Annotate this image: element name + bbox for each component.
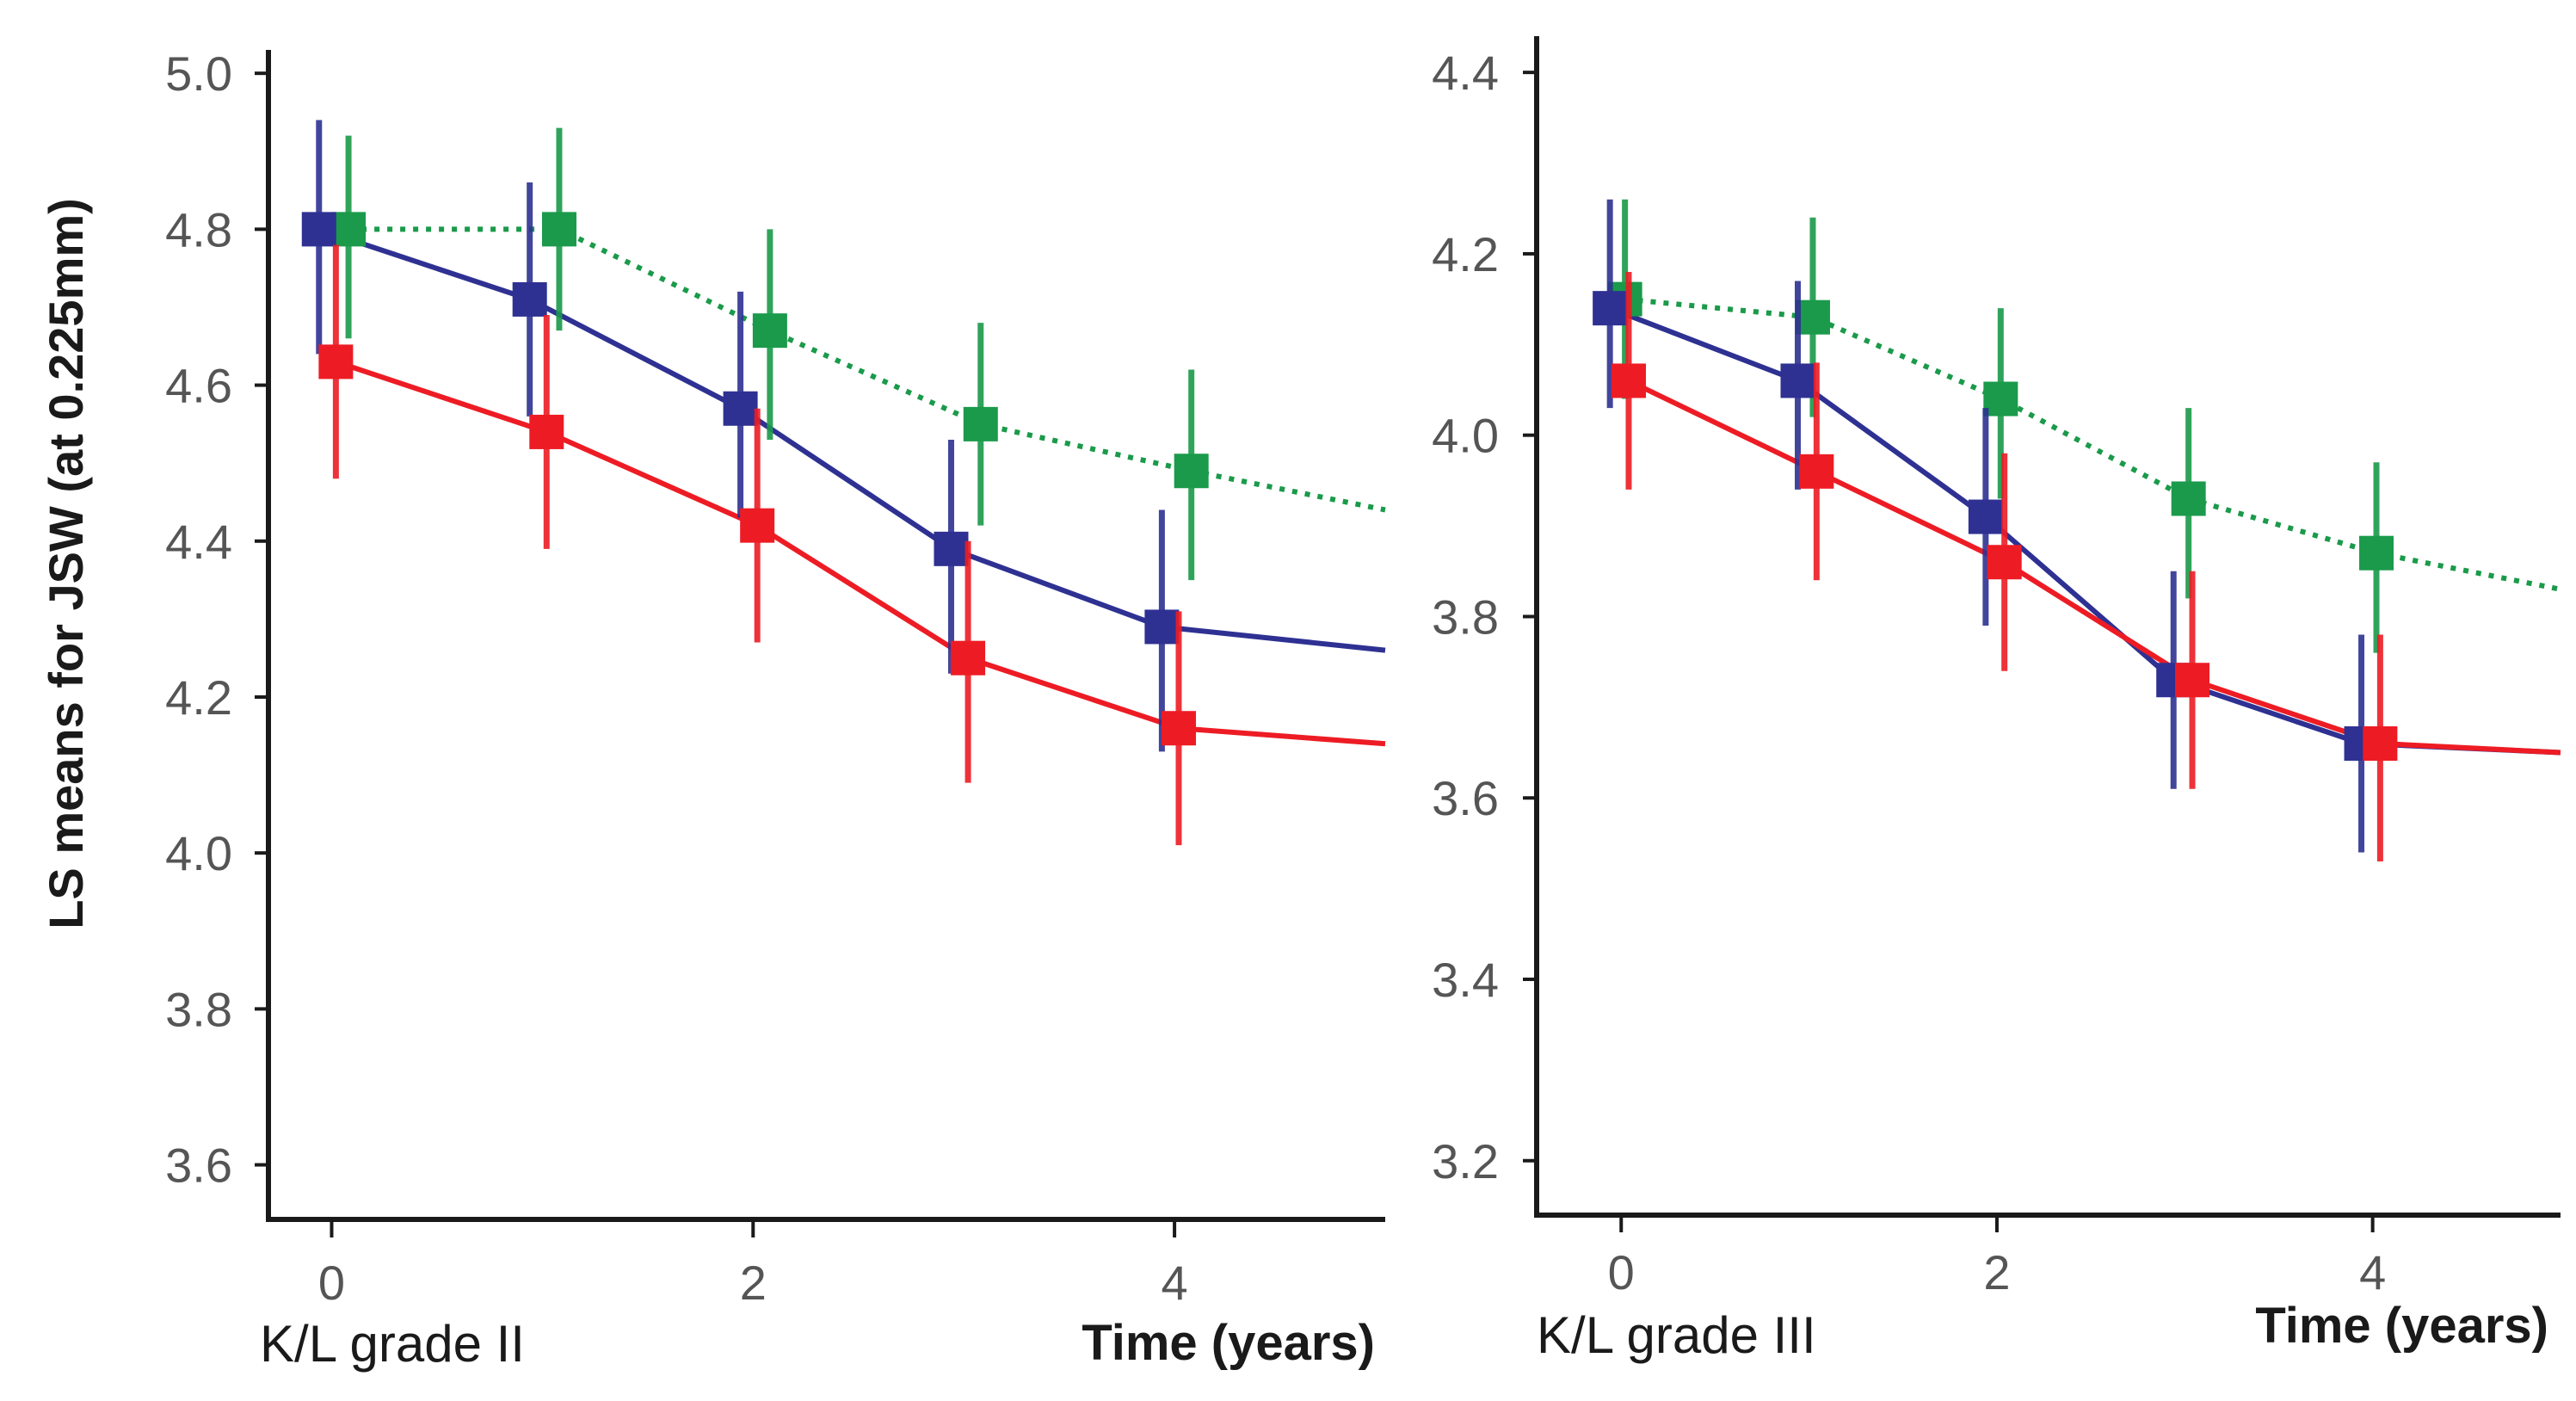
y-tick-label: 4.0 (1432, 409, 1499, 463)
data-point-red (529, 414, 564, 449)
y-tick-label: 3.6 (1432, 771, 1499, 825)
data-point-red (1987, 545, 2022, 580)
data-point-navy (1968, 499, 2003, 534)
y-tick-label: 4.2 (165, 670, 232, 725)
x-ticks: 0 2 4 (1608, 1215, 2386, 1299)
y-tick-label: 5.0 (165, 46, 232, 101)
panel-label: K/L grade II (260, 1315, 525, 1373)
data-point-green (752, 313, 787, 349)
x-axis-title: Time (years) (2255, 1298, 2548, 1354)
y-tick-label: 4.6 (165, 359, 232, 413)
series-line-green (1624, 296, 2561, 592)
y-tick-label: 4.0 (165, 826, 232, 880)
plot-area (1593, 199, 2561, 861)
data-point-navy (1144, 609, 1180, 645)
series-line-green (348, 226, 1386, 513)
y-tick-label: 3.2 (1432, 1134, 1499, 1188)
panel-kl-grade-ii: LS means for JSW (at 0.225mm) K/L grade … (39, 46, 1386, 1373)
data-point-navy (1593, 291, 1628, 326)
x-tick-label: 0 (1608, 1245, 1635, 1299)
data-point-red (740, 508, 775, 543)
panel-label: K/L grade III (1537, 1306, 1816, 1364)
data-point-navy (723, 391, 758, 426)
x-ticks: 0 2 4 (318, 1219, 1188, 1310)
data-point-red (2175, 663, 2210, 698)
x-tick-label: 0 (318, 1256, 345, 1310)
series-line-navy (317, 226, 1386, 653)
y-tick-label: 3.6 (165, 1139, 232, 1193)
y-tick-label: 4.2 (1432, 227, 1499, 281)
data-point-green (963, 406, 998, 441)
x-tick-label: 4 (2359, 1245, 2386, 1299)
x-axis-title: Time (years) (1082, 1315, 1375, 1371)
x-tick-label: 4 (1162, 1256, 1188, 1310)
data-point-red (1611, 363, 1646, 398)
series-line-red (1627, 378, 2561, 756)
x-tick-label: 2 (1983, 1245, 2010, 1299)
data-point-red (1799, 454, 1834, 489)
y-axis-title: LS means for JSW (at 0.225mm) (39, 198, 93, 929)
series-line-red (335, 359, 1386, 747)
data-point-green (1174, 454, 1209, 489)
data-point-green (1795, 299, 1830, 335)
y-tick-label: 4.8 (165, 202, 232, 256)
y-tick-label: 4.4 (165, 515, 232, 569)
data-point-green (541, 212, 576, 247)
data-point-green (2359, 535, 2394, 571)
data-point-navy (934, 531, 969, 566)
data-point-navy (512, 281, 547, 317)
data-point-red (1161, 711, 1196, 746)
data-point-red (951, 640, 986, 676)
data-point-red (318, 344, 354, 380)
data-point-navy (1780, 363, 1815, 398)
y-tick-label: 3.4 (1432, 953, 1499, 1007)
y-tick-label: 3.8 (1432, 589, 1499, 644)
x-tick-label: 2 (740, 1256, 767, 1310)
series-line-navy (1609, 306, 2561, 756)
y-ticks: 3.2 3.4 3.6 3.8 4.0 4.2 4.4 (1432, 46, 1537, 1188)
data-point-green (2171, 481, 2206, 516)
data-point-green (331, 212, 367, 247)
y-tick-label: 4.4 (1432, 46, 1499, 100)
data-point-green (1983, 381, 2018, 417)
y-ticks: 3.6 3.8 4.0 4.2 4.4 4.6 4.8 5.0 (165, 46, 268, 1193)
data-point-navy (301, 212, 336, 247)
plot-area (301, 120, 1386, 846)
y-tick-label: 3.8 (165, 982, 232, 1036)
panel-kl-grade-iii: K/L grade III Time (years) 3.2 3.4 3.6 3.8 4… (1432, 36, 2561, 1364)
data-point-red (2363, 726, 2398, 761)
